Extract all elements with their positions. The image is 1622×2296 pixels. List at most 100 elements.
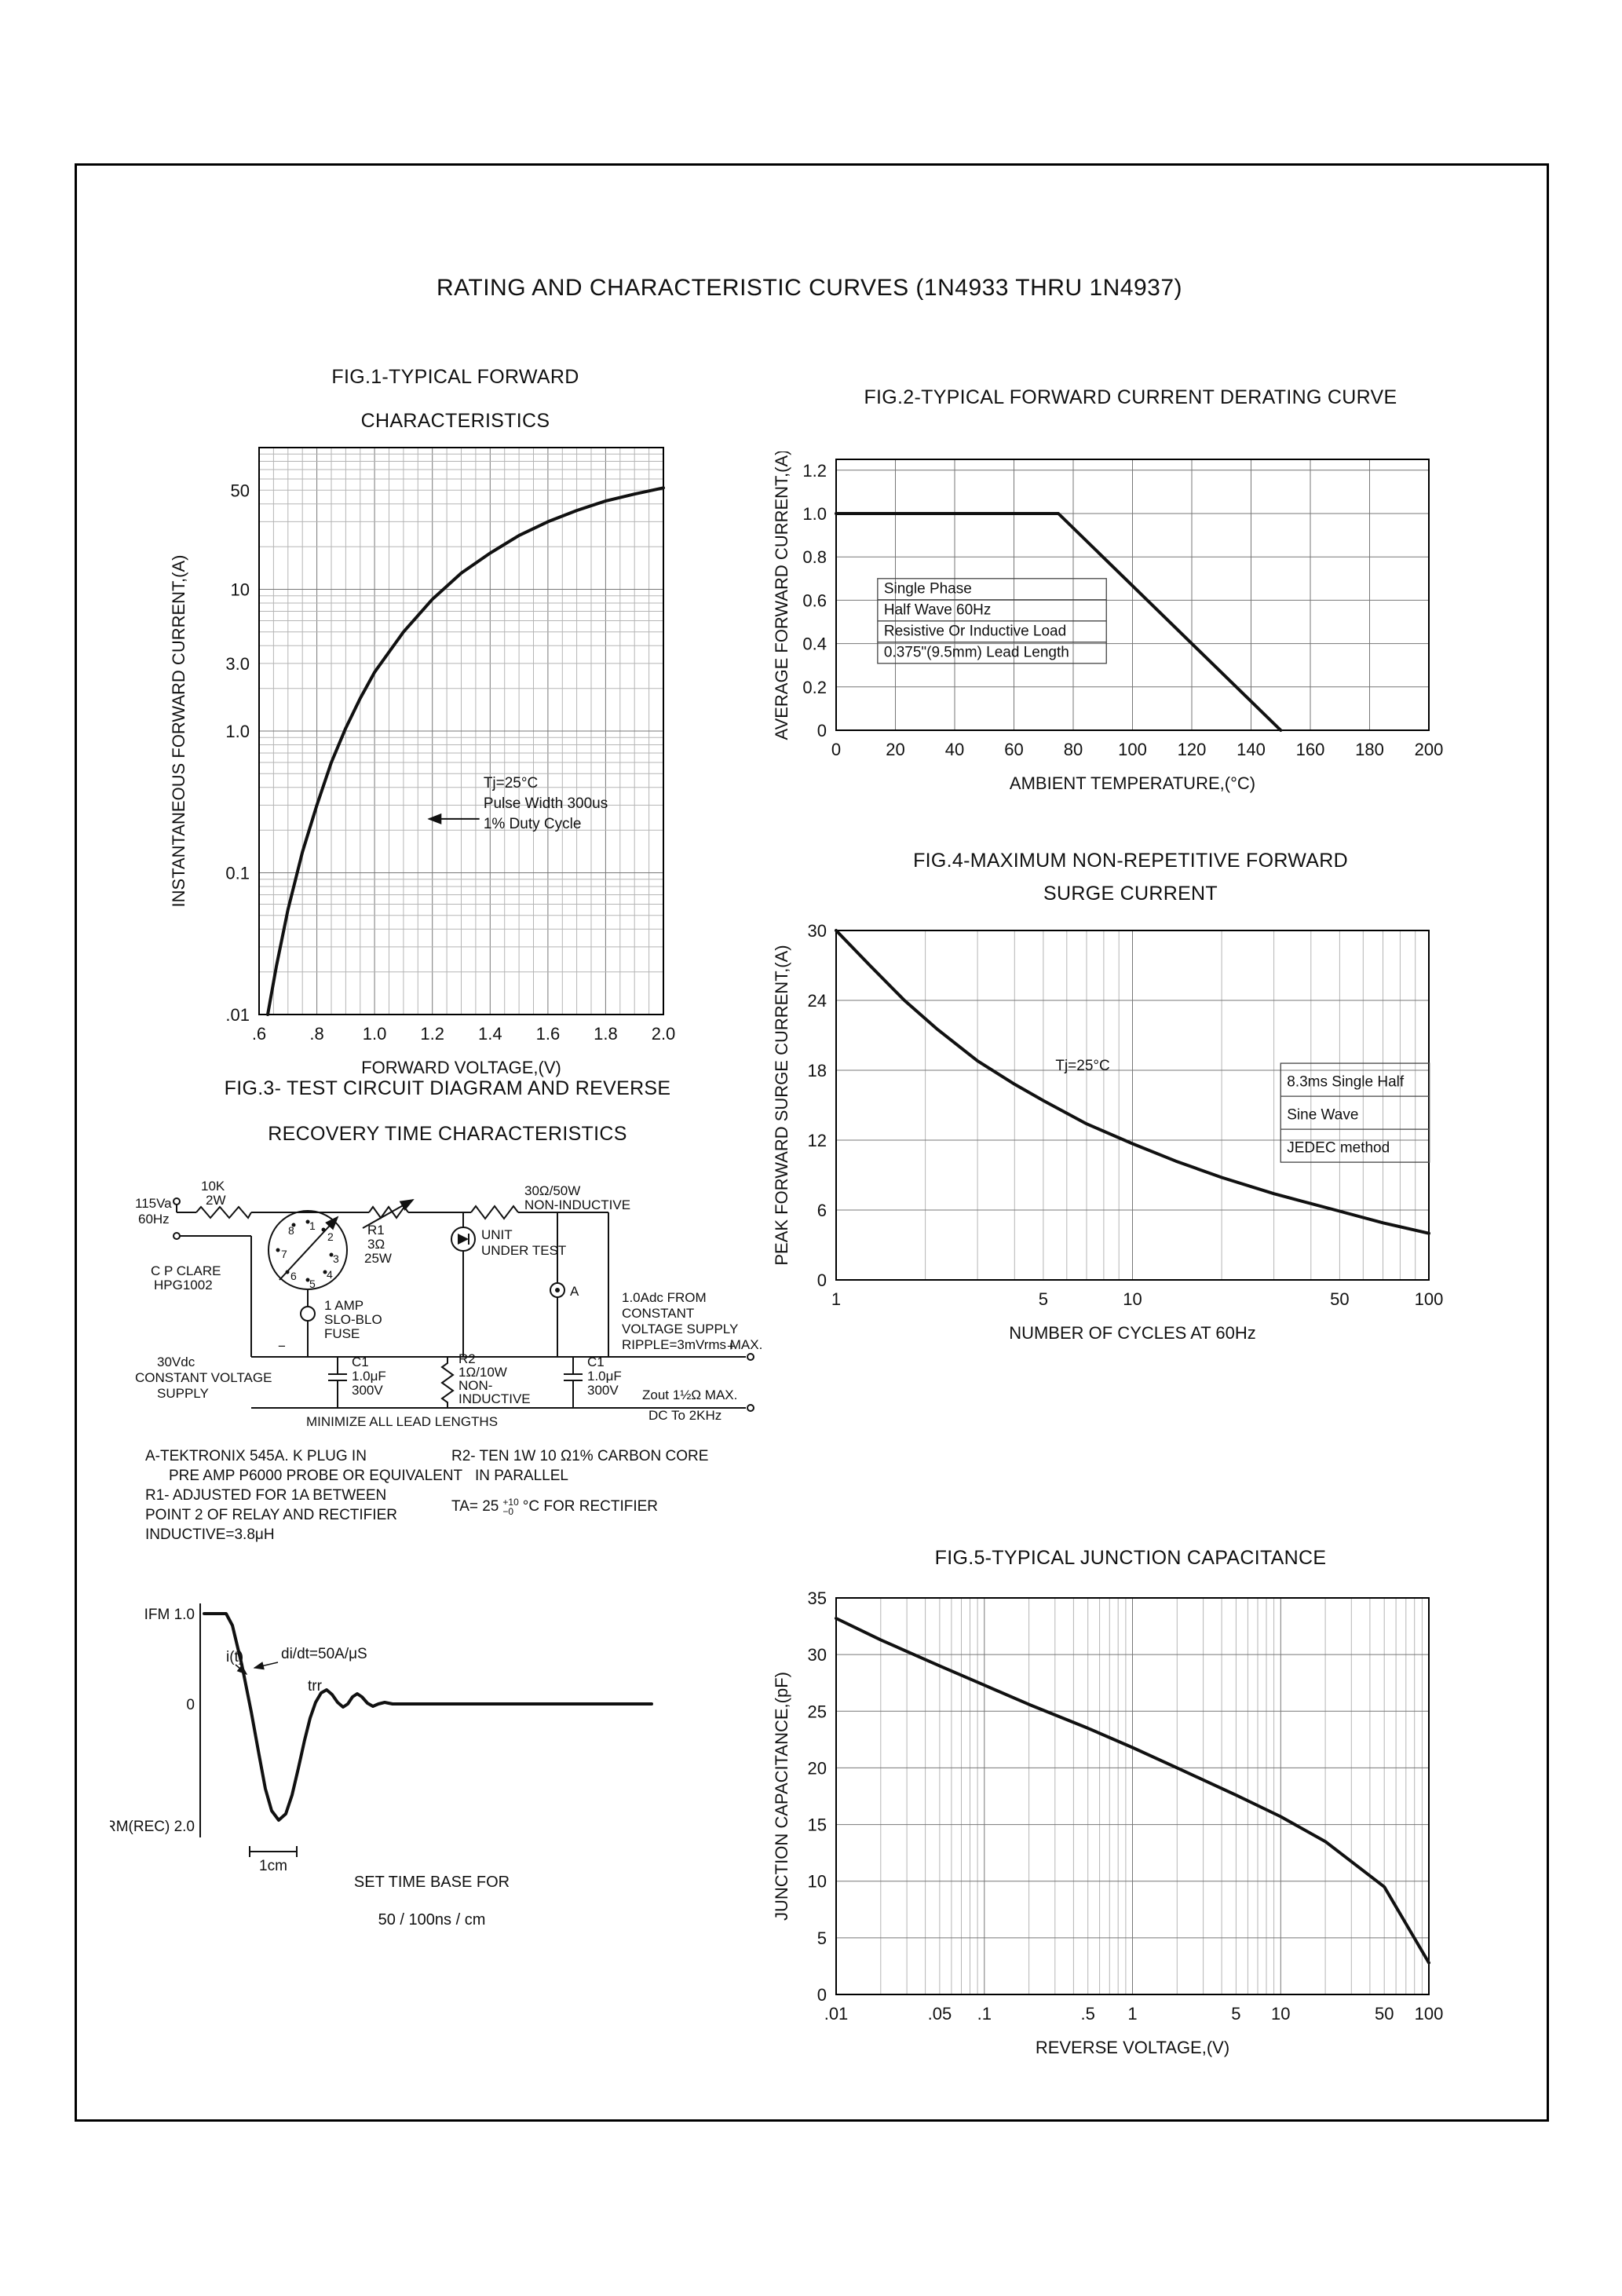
circuit-label: VOLTAGE SUPPLY	[622, 1322, 738, 1336]
didt-label: di/dt=50A/μS	[281, 1646, 367, 1662]
relay-actuation-arrow	[279, 1216, 339, 1281]
tick: 0	[831, 740, 841, 759]
page-title: RATING AND CHARACTERISTIC CURVES (1N4933…	[436, 275, 1183, 301]
fig4-title-line2: SURGE CURRENT	[1043, 883, 1218, 905]
circuit-label: NON-	[458, 1378, 492, 1393]
note-line: A-TEKTRONIX 545A. K PLUG IN	[145, 1448, 367, 1464]
anno: Tj=25°C	[484, 775, 538, 792]
series-line	[835, 929, 1430, 1235]
fuse-symbol	[300, 1306, 316, 1322]
circuit-notes-right: R2- TEN 1W 10 Ω1% CARBON CORE IN PARALLE…	[451, 1446, 789, 1516]
relay-pin-label: 8	[288, 1224, 294, 1237]
tolerance-stack: +10 −0	[502, 1497, 518, 1516]
anno: Resistive Or Inductive Load	[884, 623, 1066, 640]
circuit-label: SUPPLY	[157, 1386, 209, 1401]
circuit-label: RIPPLE=3mVrms MAX.	[622, 1337, 762, 1352]
tick: 0.2	[802, 678, 827, 697]
plot-border	[835, 1597, 1430, 1995]
note-line: POINT 2 OF RELAY AND RECTIFIER	[145, 1507, 397, 1523]
tick: 0	[817, 1985, 827, 2005]
fig3-title-line1: FIG.3- TEST CIRCUIT DIAGRAM AND REVERSE	[224, 1077, 671, 1099]
relay-pin-label: 5	[309, 1278, 316, 1290]
resistor-30ohm-symbol	[470, 1205, 519, 1220]
tick: 140	[1237, 740, 1266, 759]
circuit-label: FUSE	[324, 1326, 360, 1341]
rheostat-arrow	[362, 1199, 415, 1229]
relay-pin-label: 1	[309, 1219, 316, 1232]
relay-pin	[305, 1278, 310, 1282]
tick: 100	[1415, 1289, 1444, 1309]
anno: JEDEC method	[1287, 1140, 1390, 1157]
tick: 1.4	[478, 1024, 502, 1044]
tick: 10	[231, 580, 250, 600]
tick: 1.0	[225, 722, 250, 741]
terminal	[173, 1197, 181, 1205]
tick: 3.0	[225, 654, 250, 674]
tick: 0	[817, 721, 827, 740]
plot-border	[258, 447, 664, 1015]
tick: .05	[928, 2004, 952, 2024]
fig5-title: FIG.5-TYPICAL JUNCTION CAPACITANCE	[934, 1547, 1327, 1569]
anno: 8.3ms Single Half	[1287, 1074, 1405, 1091]
tick: 100	[1415, 2004, 1444, 2024]
relay-pin-label: 7	[281, 1248, 287, 1260]
tick: .01	[225, 1005, 250, 1025]
tick: 1.6	[536, 1024, 561, 1044]
circuit-label: Zout 1½Ω MAX.	[642, 1387, 737, 1402]
tick: 15	[808, 1815, 827, 1835]
ta-prefix: TA= 25	[451, 1498, 499, 1515]
page-border	[75, 163, 1549, 2122]
anno: 0.375"(9.5mm) Lead Length	[884, 645, 1069, 661]
irm-label: IRM(REC) 2.0	[110, 1819, 195, 1835]
tick: .8	[309, 1024, 323, 1044]
minus-sign: −	[278, 1339, 286, 1354]
relay-pin	[291, 1223, 296, 1227]
fig5-junction-capacitance-chart: .01.05.1.5 1 5 10 50 100 0 5 10 15 20 25 30 35 REVERSE…	[746, 1589, 1445, 2077]
trr-label: trr	[308, 1678, 323, 1695]
anno: Pulse Width 300us	[484, 795, 608, 812]
fig1-title-line2: CHARACTERISTICS	[360, 410, 550, 432]
chart-svg: 1 5 10 50 100 0 6 12 18 24 30 NUMBER OF CYCLES AT 6…	[772, 921, 1444, 1343]
tick: 50	[231, 481, 250, 500]
series-line	[266, 486, 665, 1016]
circuit-label: 1Ω/10W	[458, 1365, 507, 1380]
tick: 0.4	[802, 634, 827, 654]
tick: 80	[1064, 740, 1083, 759]
note-line: INDUCTIVE=3.8μH	[145, 1526, 275, 1543]
note-line: PRE AMP P6000 PROBE OR EQUIVALENT	[169, 1468, 463, 1484]
note-line: TA= 25 +10 −0 °C FOR RECTIFIER	[451, 1497, 789, 1516]
circuit-label: 1.0μF	[587, 1369, 622, 1384]
resistor-r1-symbol	[368, 1205, 409, 1219]
relay-pin-label: 6	[290, 1270, 297, 1282]
plot-border	[835, 930, 1430, 1281]
circuit-label: 1 AMP	[324, 1298, 363, 1313]
circuit-label: CONSTANT	[622, 1306, 694, 1321]
tolerance-sub: −0	[502, 1505, 514, 1517]
test-circuit-diagram: 115Va 60Hz 10K 2W C P CLARE HPG1002 1 2 …	[135, 1179, 762, 1429]
circuit-label: UNIT	[481, 1227, 513, 1242]
terminal	[173, 1232, 181, 1240]
circuit-label: R1	[367, 1223, 385, 1238]
axis: JUNCTION CAPACITANCE,(pF)	[772, 1672, 791, 1921]
tick: 6	[817, 1201, 827, 1220]
didt-arrow	[253, 1662, 279, 1670]
timebase-caption-line1: SET TIME BASE FOR	[353, 1874, 510, 1891]
plot-border	[835, 459, 1430, 731]
trr-curve	[203, 1612, 653, 1822]
circuit-label: A	[570, 1284, 579, 1299]
chart-svg: .01.05.1.5 1 5 10 50 10005101520253035REVERSE…	[772, 1589, 1444, 2057]
tick: 1.8	[594, 1024, 618, 1044]
axis: NUMBER OF CYCLES AT 60Hz	[1009, 1323, 1256, 1343]
tick: 12	[808, 1131, 827, 1150]
tick: 60	[1004, 740, 1023, 759]
series-line	[835, 512, 1283, 732]
tick: 20	[808, 1758, 827, 1778]
diode-symbol	[458, 1234, 469, 1245]
tick: 180	[1355, 740, 1384, 759]
circuit-label: INDUCTIVE	[458, 1391, 531, 1406]
circuit-label: 1.0Adc FROM	[622, 1290, 707, 1305]
note-line: R2- TEN 1W 10 Ω1% CARBON CORE	[451, 1448, 709, 1464]
anno: Tj=25°C	[1055, 1058, 1109, 1074]
relay-pin-label: 2	[327, 1230, 334, 1243]
circuit-label: 30Vdc	[157, 1355, 195, 1369]
